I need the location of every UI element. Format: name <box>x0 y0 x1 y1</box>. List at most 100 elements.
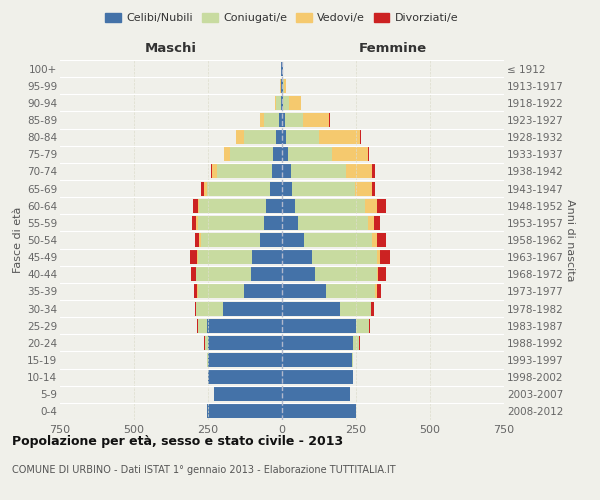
Bar <box>282 113 285 127</box>
Bar <box>264 216 282 230</box>
Bar <box>311 250 377 264</box>
Bar <box>303 113 329 127</box>
Bar <box>352 353 353 367</box>
Bar <box>197 250 253 264</box>
Bar <box>284 78 286 92</box>
Bar <box>206 318 282 332</box>
Bar <box>282 404 356 418</box>
Bar <box>374 216 380 230</box>
Bar <box>282 250 311 264</box>
Bar <box>375 284 377 298</box>
Bar <box>368 216 374 230</box>
Bar <box>292 182 355 196</box>
Bar <box>197 216 264 230</box>
Bar <box>353 336 359 350</box>
Bar <box>368 148 370 162</box>
Bar <box>365 198 377 212</box>
Legend: Celibi/Nubili, Coniugati/e, Vedovi/e, Divorziati/e: Celibi/Nubili, Coniugati/e, Vedovi/e, Di… <box>101 8 463 28</box>
Bar <box>199 233 200 247</box>
Bar <box>273 148 282 162</box>
Bar <box>191 268 196 281</box>
Bar <box>282 370 353 384</box>
Bar <box>253 250 282 264</box>
Bar <box>230 148 273 162</box>
Bar <box>212 164 217 178</box>
Bar <box>197 318 206 332</box>
Text: COMUNE DI URBINO - Dati ISTAT 1° gennaio 2013 - Elaborazione TUTTITALIA.IT: COMUNE DI URBINO - Dati ISTAT 1° gennaio… <box>12 465 395 475</box>
Bar <box>282 284 326 298</box>
Bar <box>236 130 244 144</box>
Bar <box>377 268 378 281</box>
Bar <box>298 216 368 230</box>
Bar <box>264 113 279 127</box>
Bar <box>355 182 372 196</box>
Bar <box>196 268 251 281</box>
Bar <box>270 182 282 196</box>
Text: Popolazione per età, sesso e stato civile - 2013: Popolazione per età, sesso e stato civil… <box>12 435 343 448</box>
Bar <box>194 284 197 298</box>
Text: Maschi: Maschi <box>145 42 197 55</box>
Bar <box>190 250 197 264</box>
Bar <box>282 318 356 332</box>
Bar <box>282 198 295 212</box>
Bar <box>251 268 282 281</box>
Bar <box>377 198 386 212</box>
Bar <box>372 233 377 247</box>
Bar <box>282 336 353 350</box>
Bar <box>372 182 375 196</box>
Bar <box>223 302 282 316</box>
Bar <box>275 96 276 110</box>
Bar <box>282 216 298 230</box>
Bar <box>282 148 288 162</box>
Bar <box>282 268 314 281</box>
Bar <box>214 388 282 402</box>
Bar <box>286 130 319 144</box>
Bar <box>276 96 281 110</box>
Bar <box>291 164 346 178</box>
Bar <box>378 268 386 281</box>
Bar <box>346 164 372 178</box>
Bar <box>208 370 282 384</box>
Bar <box>196 216 197 230</box>
Bar <box>377 233 386 247</box>
Bar <box>326 284 375 298</box>
Bar <box>217 164 272 178</box>
Bar <box>377 284 381 298</box>
Bar <box>206 404 282 418</box>
Bar <box>193 198 197 212</box>
Bar <box>283 78 284 92</box>
Bar <box>260 233 282 247</box>
Bar <box>371 302 374 316</box>
Bar <box>279 113 282 127</box>
Bar <box>282 130 286 144</box>
Bar <box>356 318 370 332</box>
Y-axis label: Anni di nascita: Anni di nascita <box>565 198 575 281</box>
Bar <box>319 130 361 144</box>
Bar <box>332 148 368 162</box>
Bar <box>282 233 304 247</box>
Bar <box>244 130 276 144</box>
Bar <box>194 233 199 247</box>
Bar <box>211 164 212 178</box>
Bar <box>372 164 374 178</box>
Bar <box>197 198 199 212</box>
Bar <box>208 353 282 367</box>
Bar <box>200 233 260 247</box>
Bar <box>283 96 289 110</box>
Bar <box>206 182 270 196</box>
Bar <box>380 250 390 264</box>
Bar <box>304 233 372 247</box>
Bar <box>282 96 283 110</box>
Bar <box>260 113 264 127</box>
Bar <box>340 302 371 316</box>
Bar <box>203 182 206 196</box>
Bar <box>282 388 350 402</box>
Bar <box>192 216 196 230</box>
Bar <box>205 336 208 350</box>
Bar <box>224 148 230 162</box>
Bar <box>266 198 282 212</box>
Bar <box>295 198 365 212</box>
Y-axis label: Fasce di età: Fasce di età <box>13 207 23 273</box>
Bar <box>289 96 301 110</box>
Bar <box>285 113 303 127</box>
